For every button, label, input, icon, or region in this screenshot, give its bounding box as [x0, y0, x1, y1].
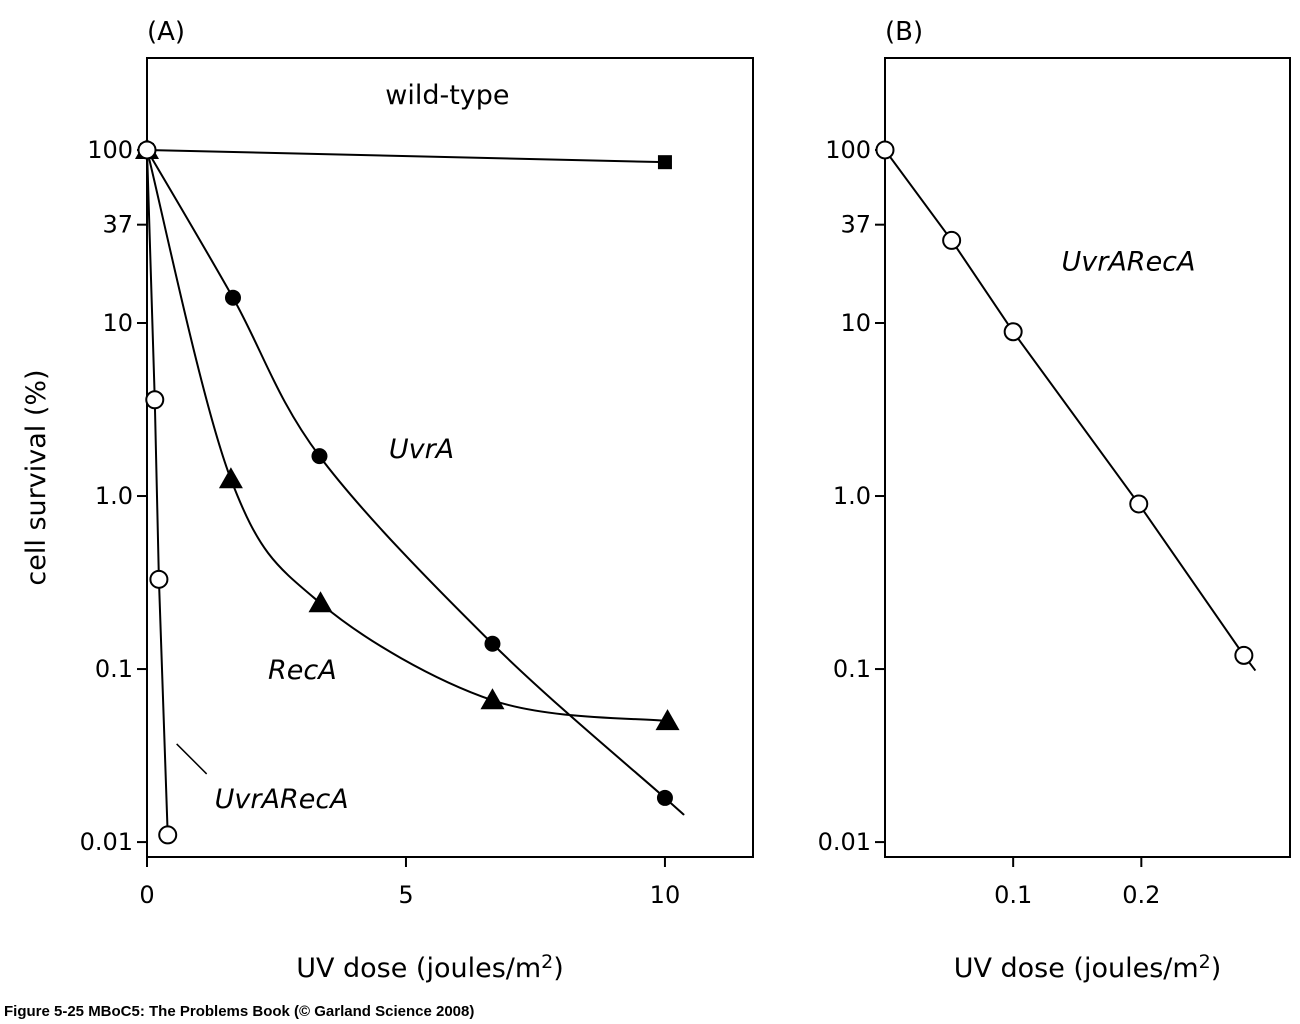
figure-caption: Figure 5-25 MBoC5: The Problems Book (© … — [4, 1003, 474, 1020]
data-point-triangle — [655, 709, 680, 731]
x-tick-label: 0.2 — [1122, 881, 1160, 909]
series-label: UvrARecA — [215, 784, 349, 815]
data-point-square — [657, 155, 672, 170]
chart-panel-a: (A) 100 37 10 1.0 0.1 0.010 5 10 UV dose (joules/… — [21, 17, 754, 984]
x-axis-label: UV dose (joules/m2) — [954, 951, 1222, 984]
y-tick-label: 10 — [102, 309, 133, 337]
panel-label: (A) — [147, 17, 185, 47]
series-line — [146, 149, 668, 723]
chart-panel-b: (B) 100 37 10 1.0 0.1 0.01 0.1 0.2 UV dose (joule… — [818, 17, 1291, 984]
x-axis-label: UV dose (joules/m2) — [296, 951, 564, 984]
data-point-triangle — [308, 591, 333, 613]
data-point-open-circle — [875, 140, 895, 160]
series-label: UvrA — [389, 434, 454, 465]
data-point-open-circle — [137, 140, 157, 160]
data-point-open-circle — [1003, 322, 1023, 342]
series-wild-type: wild-type — [140, 80, 672, 170]
data-point-circle — [311, 448, 328, 465]
y-tick-label: 100 — [825, 136, 871, 164]
series-line — [884, 149, 1257, 672]
series-line — [146, 149, 169, 835]
plot-frame — [146, 57, 754, 858]
series-uvra: UvrA — [139, 141, 685, 816]
data-point-open-circle — [942, 230, 962, 250]
y-axis-label: cell survival (%) — [21, 369, 52, 585]
series-uvrareca: UvrARecA — [137, 140, 349, 845]
y-tick-label: 37 — [102, 211, 133, 239]
y-tick-label: 37 — [840, 211, 871, 239]
data-point-open-circle — [1234, 645, 1254, 665]
series-line — [146, 149, 685, 816]
x-tick-label: 0.1 — [994, 881, 1032, 909]
data-point-open-circle — [145, 390, 165, 410]
series-uvrareca: UvrARecA — [875, 140, 1257, 672]
data-point-circle — [224, 289, 241, 306]
y-tick-label: 1.0 — [833, 482, 871, 510]
plot-frame — [884, 57, 1291, 858]
data-point-open-circle — [158, 825, 178, 845]
y-tick-label: 10 — [840, 309, 871, 337]
data-point-open-circle — [1129, 494, 1149, 514]
y-tick-label: 0.1 — [95, 655, 133, 683]
label-leader-line — [176, 743, 208, 775]
data-point-circle — [484, 635, 501, 652]
y-tick-label: 100 — [87, 136, 133, 164]
y-tick-label: 0.01 — [818, 828, 871, 856]
x-tick-label: 5 — [398, 881, 413, 909]
y-tick-label: 1.0 — [95, 482, 133, 510]
y-tick-label: 0.01 — [80, 828, 133, 856]
data-point-triangle — [218, 467, 243, 489]
series-label: UvrARecA — [1062, 246, 1196, 277]
series-label: wild-type — [385, 80, 509, 111]
y-tick-label: 0.1 — [833, 655, 871, 683]
x-tick-label: 10 — [650, 881, 681, 909]
data-point-circle — [656, 789, 673, 806]
series-label: RecA — [268, 655, 337, 686]
series-line — [146, 148, 665, 164]
x-tick-label: 0 — [139, 881, 154, 909]
data-point-open-circle — [149, 569, 169, 589]
panel-label: (B) — [885, 17, 923, 47]
data-point-triangle — [480, 688, 505, 710]
